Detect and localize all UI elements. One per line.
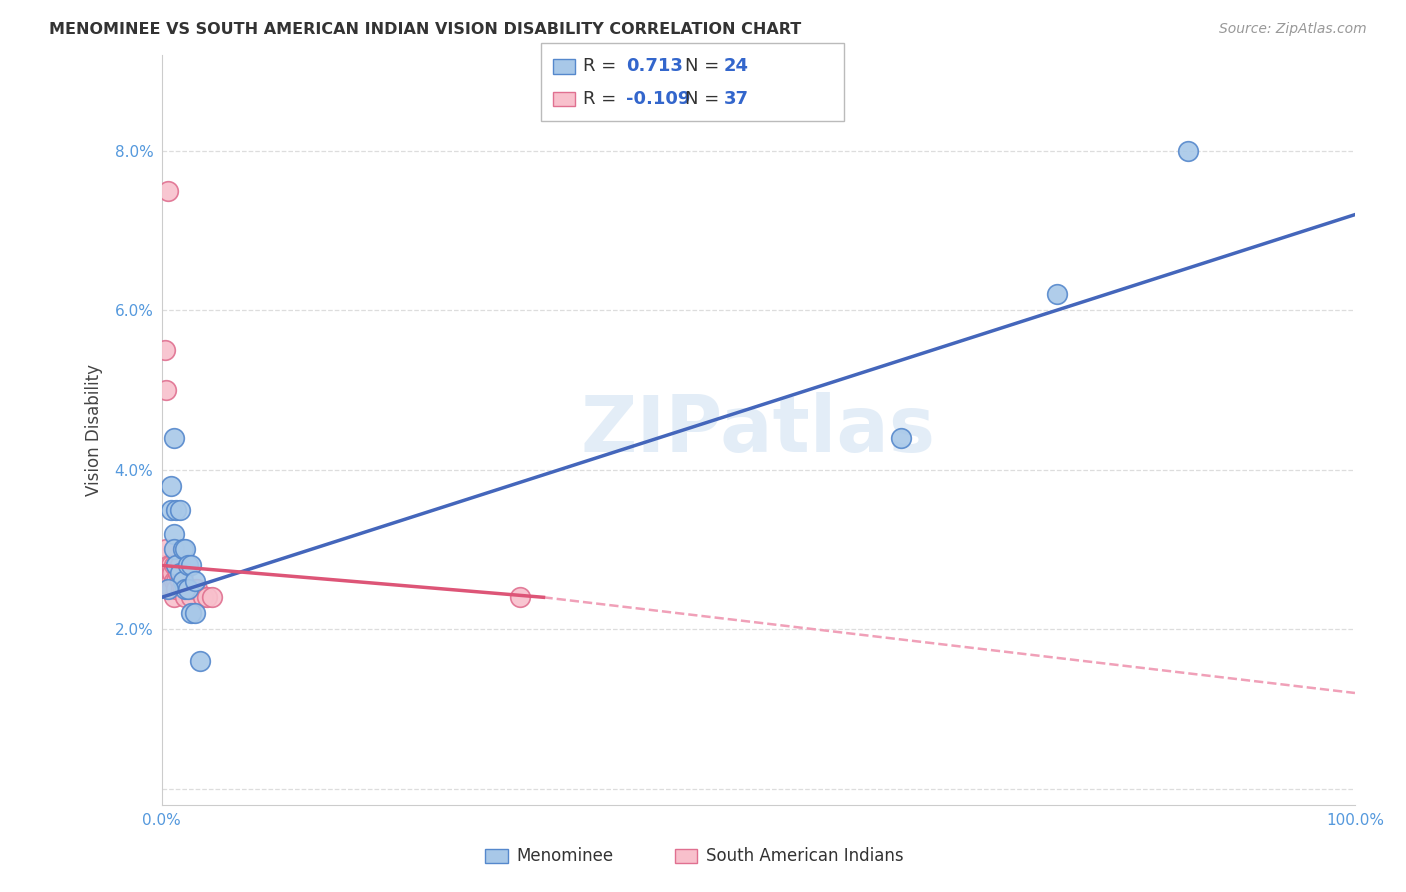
- Point: [169, 574, 191, 589]
- Point: [188, 654, 211, 668]
- Point: [174, 591, 197, 605]
- Point: [201, 591, 224, 605]
- Point: [165, 502, 187, 516]
- Point: [160, 574, 183, 589]
- Point: [155, 542, 177, 557]
- Text: R =: R =: [583, 57, 623, 75]
- Point: [177, 582, 200, 597]
- Point: [174, 582, 197, 597]
- Point: [160, 502, 183, 516]
- Point: [170, 582, 193, 597]
- Point: [193, 591, 215, 605]
- Point: [177, 558, 200, 573]
- Text: 0.713: 0.713: [626, 57, 682, 75]
- Point: [159, 566, 181, 581]
- Point: [156, 582, 179, 597]
- Point: [162, 431, 184, 445]
- Point: [157, 574, 180, 589]
- Point: [155, 383, 177, 397]
- Point: [162, 542, 184, 557]
- Point: [509, 591, 531, 605]
- Point: [174, 582, 197, 597]
- Text: N =: N =: [685, 90, 724, 108]
- Point: [162, 558, 184, 573]
- Point: [195, 591, 218, 605]
- Point: [172, 566, 194, 581]
- Text: -0.109: -0.109: [626, 90, 690, 108]
- Point: [890, 431, 912, 445]
- Point: [162, 526, 184, 541]
- Point: [165, 558, 187, 573]
- Point: [1177, 144, 1199, 158]
- Text: Menominee: Menominee: [516, 847, 613, 865]
- Point: [172, 574, 194, 589]
- Text: MENOMINEE VS SOUTH AMERICAN INDIAN VISION DISABILITY CORRELATION CHART: MENOMINEE VS SOUTH AMERICAN INDIAN VISIO…: [49, 22, 801, 37]
- Point: [184, 574, 207, 589]
- Point: [179, 582, 201, 597]
- Point: [177, 582, 200, 597]
- Point: [160, 478, 183, 492]
- Point: [167, 566, 190, 581]
- Text: N =: N =: [685, 57, 724, 75]
- Point: [162, 574, 184, 589]
- Point: [186, 582, 208, 597]
- Point: [1046, 287, 1069, 301]
- Text: R =: R =: [583, 90, 623, 108]
- Point: [157, 558, 180, 573]
- Point: [156, 184, 179, 198]
- Point: [153, 343, 176, 358]
- Text: 37: 37: [724, 90, 749, 108]
- Point: [180, 582, 202, 597]
- Point: [162, 591, 184, 605]
- Point: [180, 558, 202, 573]
- Point: [180, 607, 202, 621]
- Text: 24: 24: [724, 57, 749, 75]
- Point: [184, 607, 207, 621]
- Y-axis label: Vision Disability: Vision Disability: [86, 364, 103, 496]
- Point: [180, 591, 202, 605]
- Point: [174, 542, 197, 557]
- Point: [162, 566, 184, 581]
- Point: [169, 566, 191, 581]
- Point: [169, 502, 191, 516]
- Point: [172, 582, 194, 597]
- Point: [184, 582, 207, 597]
- Text: South American Indians: South American Indians: [706, 847, 904, 865]
- Point: [169, 558, 191, 573]
- Point: [165, 558, 187, 573]
- Point: [160, 582, 183, 597]
- Point: [156, 582, 179, 597]
- Point: [160, 558, 183, 573]
- Point: [165, 574, 187, 589]
- Point: [172, 542, 194, 557]
- Point: [165, 582, 187, 597]
- Point: [153, 558, 176, 573]
- Text: ZIPatlas: ZIPatlas: [581, 392, 936, 468]
- Text: Source: ZipAtlas.com: Source: ZipAtlas.com: [1219, 22, 1367, 37]
